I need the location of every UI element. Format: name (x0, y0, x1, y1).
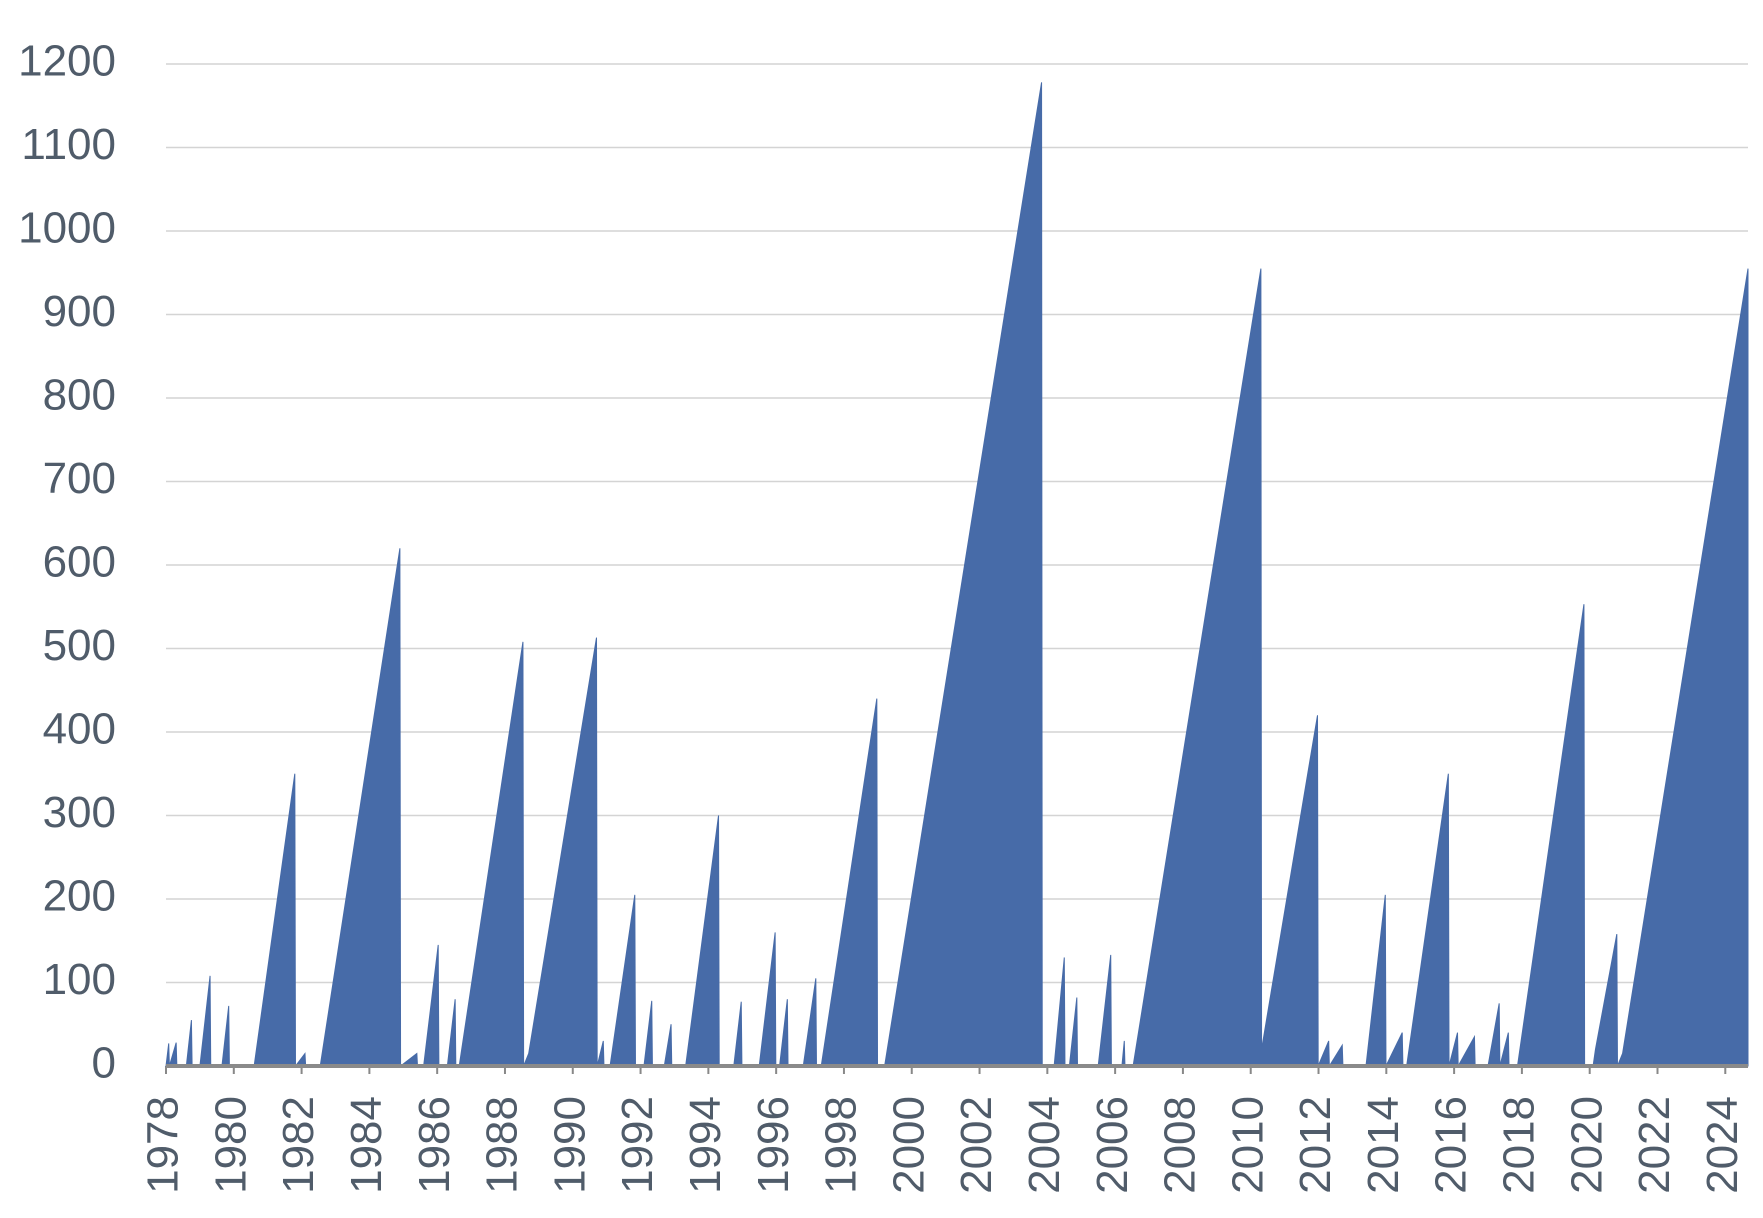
x-tick-label: 2022 (1630, 1096, 1679, 1194)
x-tick-label: 1984 (342, 1096, 391, 1194)
y-tick-label: 600 (43, 538, 116, 587)
y-tick-label: 800 (43, 371, 116, 420)
x-tick-label: 1986 (410, 1096, 459, 1194)
y-tick-label: 200 (43, 872, 116, 921)
x-tick-label: 2002 (952, 1096, 1001, 1194)
x-tick-label: 2000 (884, 1096, 933, 1194)
x-tick-label: 2010 (1223, 1096, 1272, 1194)
x-tick-label: 1994 (681, 1096, 730, 1194)
y-tick-label: 1000 (18, 204, 116, 253)
x-tick-label: 1978 (139, 1096, 188, 1194)
y-tick-label: 900 (43, 287, 116, 336)
x-tick-label: 2024 (1698, 1096, 1747, 1194)
x-tick-label: 1998 (817, 1096, 866, 1194)
y-tick-label: 0 (92, 1039, 116, 1088)
x-tick-label: 1988 (478, 1096, 527, 1194)
x-tick-label: 2014 (1359, 1096, 1408, 1194)
x-tick-label: 2016 (1427, 1096, 1476, 1194)
x-tick-label: 1980 (206, 1096, 255, 1194)
x-tick-label: 2012 (1291, 1096, 1340, 1194)
x-tick-label: 1990 (545, 1096, 594, 1194)
y-tick-label: 1200 (18, 37, 116, 86)
y-tick-label: 100 (43, 955, 116, 1004)
x-tick-label: 2018 (1495, 1096, 1544, 1194)
area (165, 82, 1749, 1068)
x-tick-label: 2006 (1088, 1096, 1137, 1194)
y-tick-label: 700 (43, 454, 116, 503)
y-tick-label: 500 (43, 621, 116, 670)
x-tick-label: 1992 (613, 1096, 662, 1194)
x-tick-label: 2008 (1156, 1096, 1205, 1194)
y-tick-label: 300 (43, 788, 116, 837)
x-tick-label: 1996 (749, 1096, 798, 1194)
x-tick-label: 1982 (274, 1096, 323, 1194)
x-tick-label: 2004 (1020, 1096, 1069, 1194)
y-tick-label: 1100 (21, 120, 116, 169)
y-tick-label: 400 (43, 705, 116, 754)
x-tick-label: 2020 (1562, 1096, 1611, 1194)
